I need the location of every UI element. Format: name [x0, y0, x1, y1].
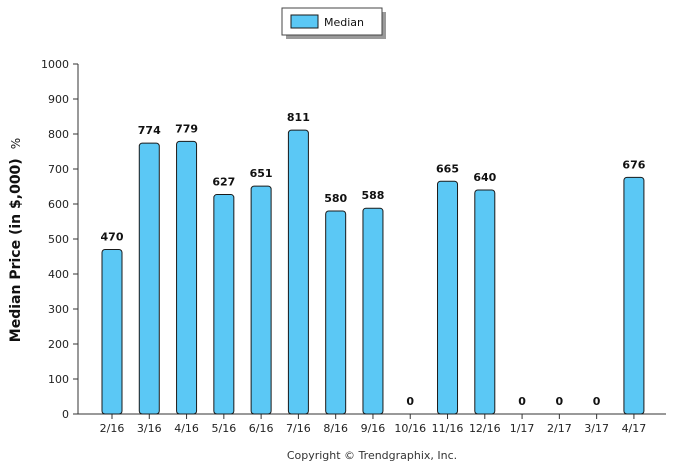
y-tick-label: 100 [48, 373, 69, 386]
bar-4/16 [176, 140, 198, 415]
legend: Median [281, 7, 386, 39]
x-tick-label: 6/16 [249, 422, 274, 435]
bar-value-label: 774 [138, 124, 161, 137]
y-tick-label: 0 [62, 408, 69, 421]
legend-label: Median [324, 16, 364, 29]
bar-2/16 [101, 249, 123, 415]
y-tick-label: 400 [48, 268, 69, 281]
bar-4/17 [623, 176, 645, 415]
bar-value-label: 811 [287, 111, 310, 124]
x-ticks: 2/16 3/16 4/16 5/16 6/16 7/16 8/16 9/16 10/16 11/… [100, 414, 647, 435]
y-tick-label: 300 [48, 303, 69, 316]
bar-value-label: 0 [556, 395, 564, 408]
bar-8/16 [325, 210, 347, 415]
x-tick-label: 3/16 [137, 422, 162, 435]
bar-12/16 [474, 189, 496, 415]
bars [101, 129, 645, 415]
bar-value-label: 676 [622, 158, 645, 171]
x-tick-label: 2/17 [547, 422, 572, 435]
y-tick-label: 1000 [41, 58, 69, 71]
x-tick-label: 7/16 [286, 422, 311, 435]
bar-labels: 470 774 779 627 651 811 580 588 0 665 640 0 0 0 676 [101, 111, 646, 408]
y-ticks: 0 100 200 300 400 500 600 700 800 900 1000 [41, 58, 78, 421]
bar-value-label: 627 [212, 176, 235, 189]
copyright-credit: Copyright © Trendgraphix, Inc. [287, 449, 457, 462]
x-tick-label: 9/16 [361, 422, 386, 435]
bar-value-label: 651 [250, 167, 273, 180]
x-tick-label: 10/16 [394, 422, 426, 435]
y-tick-label: 600 [48, 198, 69, 211]
x-tick-label: 12/16 [469, 422, 501, 435]
y-tick-label: 900 [48, 93, 69, 106]
bar-value-label: 0 [518, 395, 526, 408]
x-tick-label: 2/16 [100, 422, 125, 435]
bar-value-label: 0 [593, 395, 601, 408]
svg-text:Median Price (in $,000): Median Price (in $,000) % [5, 138, 24, 342]
bar-5/16 [213, 194, 235, 415]
y-tick-label: 800 [48, 128, 69, 141]
x-tick-label: 1/17 [510, 422, 535, 435]
bar-value-label: 580 [324, 192, 347, 205]
bar-value-label: 665 [436, 162, 459, 175]
x-tick-label: 5/16 [211, 422, 236, 435]
x-tick-label: 8/16 [323, 422, 348, 435]
x-tick-label: 11/16 [432, 422, 464, 435]
y-axis-unit: % [9, 138, 23, 149]
bar-value-label: 779 [175, 122, 198, 135]
y-tick-label: 200 [48, 338, 69, 351]
bar-value-label: 640 [473, 171, 496, 184]
y-tick-label: 700 [48, 163, 69, 176]
bar-value-label: 0 [406, 395, 414, 408]
bar-6/16 [250, 185, 272, 415]
bar-7/16 [287, 129, 309, 415]
x-tick-label: 4/17 [622, 422, 647, 435]
x-tick-label: 4/16 [174, 422, 199, 435]
bar-value-label: 588 [361, 189, 384, 202]
legend-swatch [290, 14, 319, 29]
y-axis-label: Median Price (in $,000) [8, 158, 24, 342]
y-tick-label: 500 [48, 233, 69, 246]
bar-11/16 [437, 180, 459, 415]
y-axis-title: Median Price (in $,000) % [5, 138, 24, 342]
x-tick-label: 3/17 [584, 422, 609, 435]
bar-value-label: 470 [101, 231, 124, 244]
bar-9/16 [362, 207, 384, 415]
bar-3/16 [138, 142, 160, 415]
